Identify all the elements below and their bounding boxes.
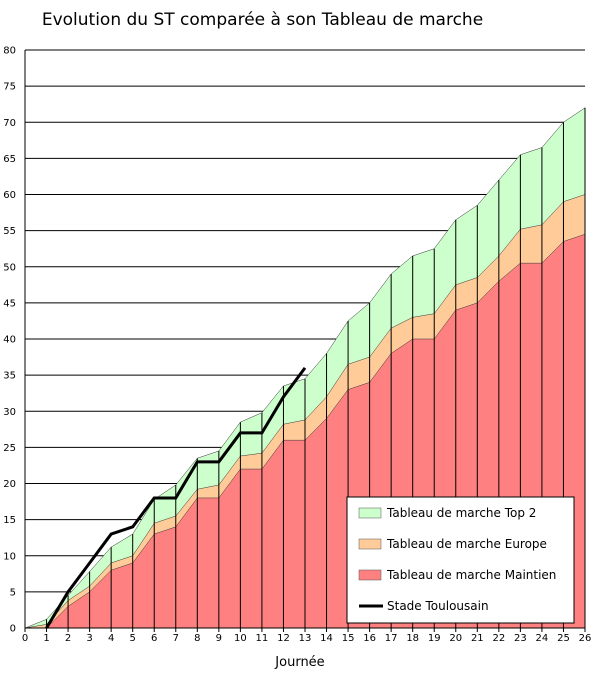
x-tick-label-24: 24 — [536, 633, 549, 644]
x-tick-label-2: 2 — [65, 633, 71, 644]
legend-swatch-2 — [358, 538, 382, 550]
legend-swatch-3 — [358, 569, 382, 581]
legend-swatch-1 — [358, 507, 382, 519]
x-tick-label-19: 19 — [428, 633, 441, 644]
y-tick-label-80: 80 — [3, 46, 16, 57]
line-layer — [45, 367, 307, 629]
x-tick-label-21: 21 — [471, 633, 484, 644]
legend-box — [346, 496, 575, 624]
y-tick-label-70: 70 — [3, 118, 16, 129]
x-tick-label-25: 25 — [557, 633, 570, 644]
legend-label-1: Tableau de marche Top 2 — [386, 506, 536, 520]
x-tick-label-26: 26 — [579, 633, 592, 644]
x-tick-label-22: 22 — [492, 633, 505, 644]
y-tick-label-40: 40 — [3, 335, 16, 346]
y-tick-label-30: 30 — [3, 407, 16, 418]
x-tick-label-0: 0 — [22, 633, 28, 644]
x-tick-label-3: 3 — [86, 633, 92, 644]
y-tick-label-35: 35 — [3, 371, 16, 382]
x-axis-label: Journée — [274, 655, 324, 670]
y-tick-label-60: 60 — [3, 190, 16, 201]
x-tick-label-16: 16 — [363, 633, 376, 644]
y-tick-label-0: 0 — [10, 624, 16, 635]
x-tick-label-23: 23 — [514, 633, 527, 644]
x-tick-label-8: 8 — [194, 633, 200, 644]
y-tick-label-65: 65 — [3, 154, 16, 165]
x-tick-label-6: 6 — [151, 633, 157, 644]
x-tick-label-9: 9 — [216, 633, 222, 644]
x-tick-label-11: 11 — [256, 633, 269, 644]
y-tick-label-50: 50 — [3, 262, 16, 273]
y-tick-label-5: 5 — [10, 587, 16, 598]
y-tick-label-75: 75 — [3, 82, 16, 93]
legend-label-4: Stade Toulousain — [387, 599, 489, 613]
x-tick-label-13: 13 — [299, 633, 312, 644]
x-tick-label-10: 10 — [234, 633, 247, 644]
y-tick-label-25: 25 — [3, 443, 16, 454]
x-tick-label-18: 18 — [406, 633, 419, 644]
x-tick-label-20: 20 — [449, 633, 462, 644]
x-tick-label-14: 14 — [320, 633, 333, 644]
legend-label-2: Tableau de marche Europe — [386, 537, 547, 551]
chart-title: Evolution du ST comparée à son Tableau d… — [41, 10, 484, 30]
legend: Tableau de marche Top 2 Tableau de marche… — [346, 496, 575, 624]
x-tick-label-4: 4 — [108, 633, 114, 644]
x-tick-label-7: 7 — [173, 633, 179, 644]
x-tick-label-15: 15 — [342, 633, 355, 644]
line-series-1 — [45, 367, 307, 629]
y-tick-label-45: 45 — [3, 298, 16, 309]
y-tick-label-20: 20 — [3, 479, 16, 490]
x-tick-label-1: 1 — [43, 633, 49, 644]
y-tick-label-15: 15 — [3, 515, 16, 526]
legend-label-3: Tableau de marche Maintien — [386, 568, 556, 582]
y-tick-label-10: 10 — [3, 551, 16, 562]
y-tick-label-55: 55 — [3, 226, 16, 237]
x-tick-label-5: 5 — [130, 633, 136, 644]
x-tick-label-12: 12 — [277, 633, 290, 644]
x-tick-label-17: 17 — [385, 633, 398, 644]
